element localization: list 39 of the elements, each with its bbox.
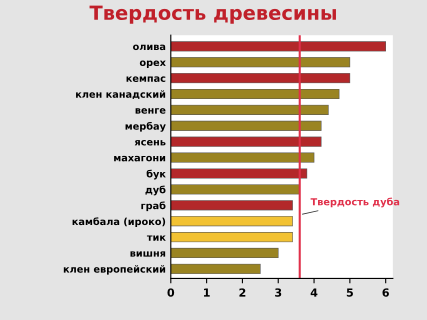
- bar: [170, 248, 279, 258]
- y-tick-label: клен европейский: [64, 265, 166, 275]
- bar: [170, 216, 293, 226]
- bar: [170, 168, 308, 179]
- bar: [170, 57, 350, 68]
- y-tick-label: венге: [136, 108, 166, 114]
- x-tick-label: 4: [310, 288, 318, 297]
- x-tick-label: 3: [275, 288, 282, 297]
- bar: [170, 264, 261, 274]
- y-tick-label: вишня: [130, 251, 166, 257]
- bar: [170, 232, 293, 242]
- ref-line-label: Твердость дуба: [310, 198, 400, 208]
- y-tick-label: олива: [133, 44, 166, 50]
- y-tick-label: камбала (ироко): [72, 217, 166, 228]
- bar: [170, 184, 300, 194]
- y-tick-label: ясень: [134, 140, 166, 146]
- bar: [170, 88, 340, 100]
- bar: [170, 120, 322, 131]
- y-tick-label: бук: [146, 170, 166, 180]
- bar: [170, 200, 293, 210]
- y-tick-label: кемпас: [126, 76, 166, 82]
- y-tick-label: орех: [140, 60, 166, 68]
- x-tick-label: 2: [239, 288, 246, 297]
- chart-title: Твердость древесины: [90, 6, 336, 24]
- bar: [170, 41, 386, 52]
- y-tick-label: махагони: [114, 156, 166, 162]
- y-tick-label: граб: [141, 201, 166, 212]
- bar: [170, 136, 322, 147]
- y-tick-label: дуб: [146, 186, 166, 196]
- x-tick-label: 0: [167, 288, 174, 297]
- y-tick-label: клен канадский: [76, 90, 166, 100]
- y-tick-label: тик: [146, 235, 166, 241]
- y-tick-label: мербау: [126, 122, 166, 132]
- x-tick-label: 1: [204, 288, 210, 297]
- bar: [170, 104, 329, 115]
- bar: [170, 73, 350, 84]
- x-tick-label: 5: [346, 288, 353, 297]
- x-tick-label: 6: [382, 288, 389, 297]
- bar: [170, 152, 314, 163]
